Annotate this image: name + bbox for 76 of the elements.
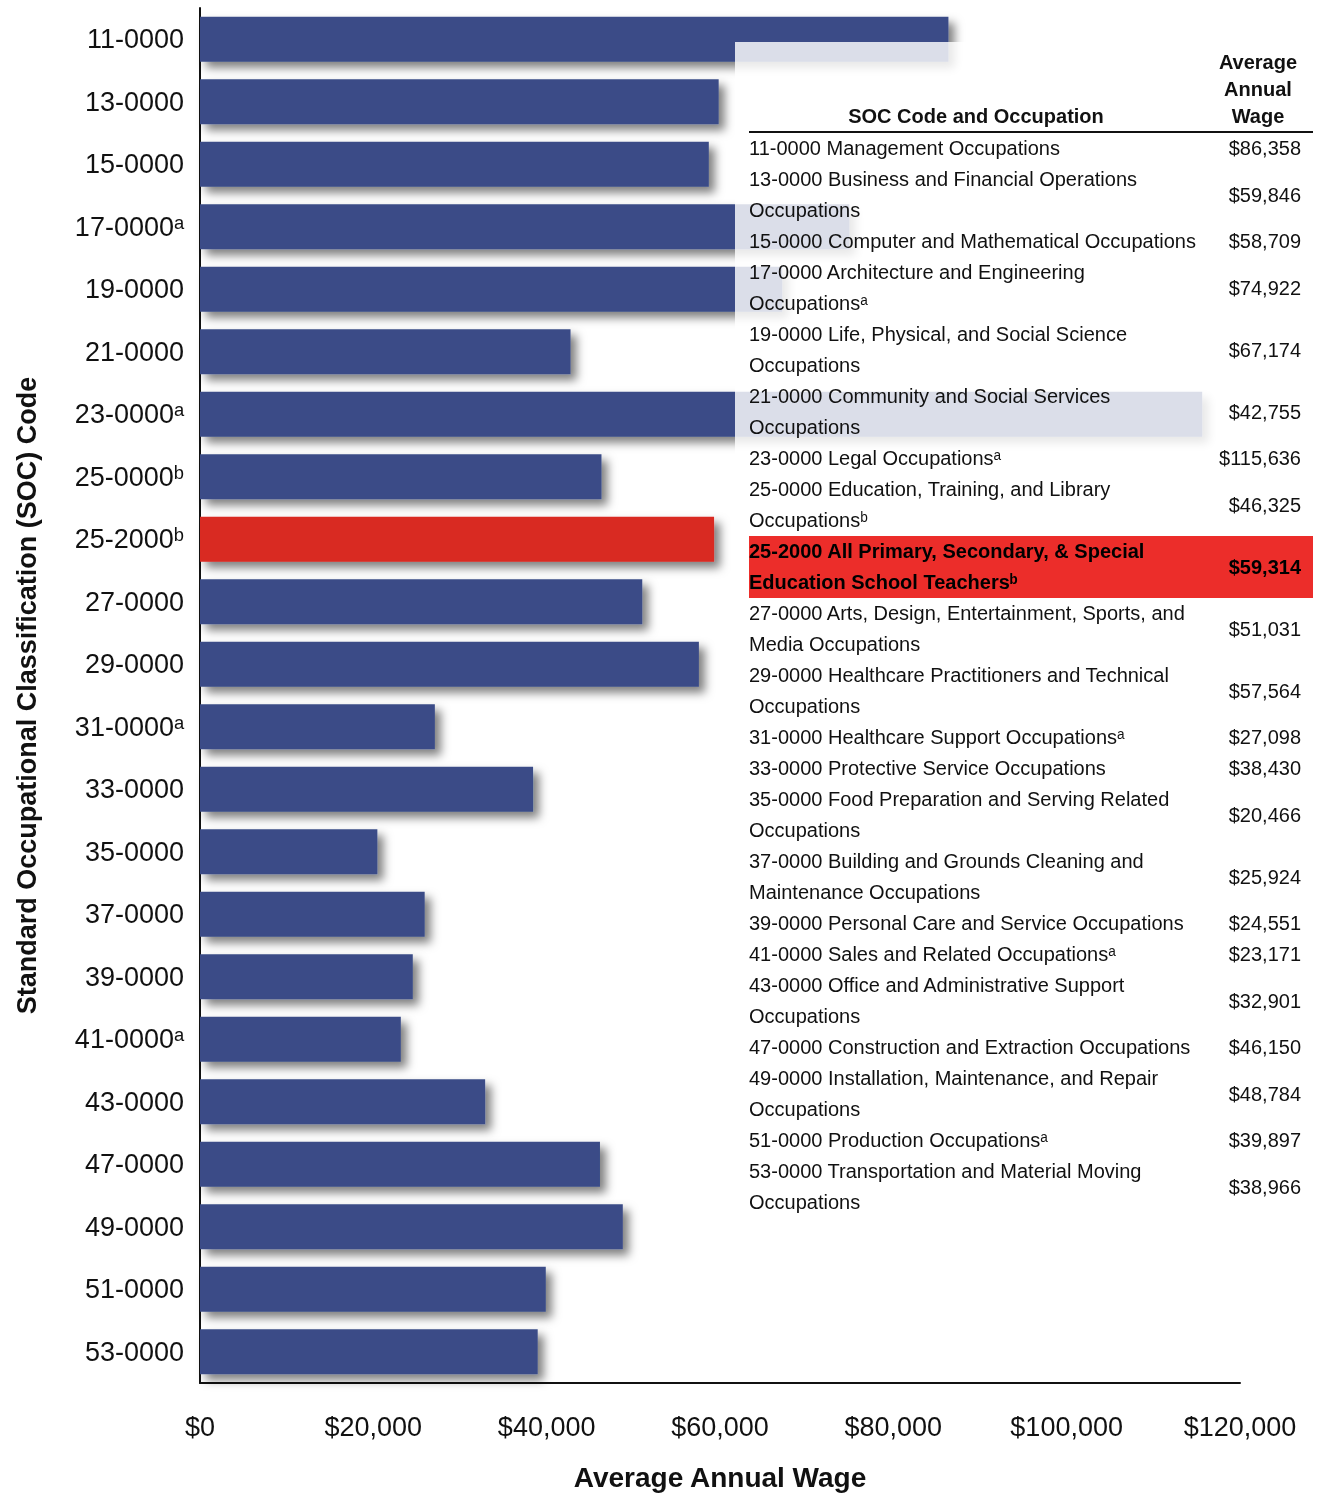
y-axis-title: Standard Occupational Classification (SOC) Code (11, 376, 42, 1015)
y-tick-label: 41-0000ᵃ (74, 1024, 185, 1055)
category-label: 31-0000 Healthcare Support Occupationsᵃ (749, 725, 1126, 750)
annotation: Average Annual Wage (1203, 48, 1313, 132)
text: $57,564 (1228, 679, 1301, 702)
x-tick-label: $120,000 (1183, 1411, 1297, 1442)
category-label: 25-0000 Education, Training, and Library Occupationsᵇ (749, 477, 1112, 533)
y-tick-label: 37-0000 (84, 899, 184, 930)
category-label: 43-0000 Office and Administrative Support Occupations (749, 973, 1126, 1029)
category-label: 19-0000 Life, Physical, and Social Science Occupations (749, 322, 1128, 378)
x-axis-title: Average Annual Wage (573, 1461, 867, 1493)
x-tick-label: $80,000 (844, 1411, 943, 1442)
category-label: 53-0000 Transportation and Material Moving Occupations (749, 1159, 1143, 1215)
text: $46,150 (1228, 1036, 1301, 1058)
y-tick-label: 13-0000 (84, 86, 184, 117)
y-tick-label: 33-0000 (84, 774, 184, 805)
category-label: 21-0000 Community and Social Services Occupations (749, 384, 1112, 440)
text: $20,466 (1228, 803, 1301, 826)
text: $115,636 (1219, 447, 1301, 469)
text: $42,755 (1228, 400, 1301, 423)
y-tick-label: 35-0000 (84, 836, 184, 867)
category-label: 25-2000 All Primary, Secondary, & Special Education School Teachersᵇ (749, 539, 1146, 595)
category-label: 39-0000 Personal Care and Service Occupations (749, 911, 1185, 936)
x-tick-label: $100,000 (1010, 1411, 1123, 1442)
text: $74,922 (1228, 276, 1301, 299)
category-label: 27-0000 Arts, Design, Entertainment, Sports, and Media Occupations (749, 601, 1186, 657)
text: $38,430 (1228, 757, 1301, 779)
y-tick-label: 25-0000ᵇ (74, 461, 184, 492)
y-tick-label: 27-0000 (84, 586, 184, 617)
y-tick-label: 11-0000 (86, 24, 184, 55)
y-tick-label: 31-0000ᵃ (74, 711, 185, 742)
y-tick-label: 39-0000 (84, 961, 184, 992)
category-label: 15-0000 Computer and Mathematical Occupations (749, 229, 1197, 254)
text: $39,897 (1228, 1129, 1301, 1151)
category-label: 51-0000 Production Occupationsᵃ (749, 1128, 1049, 1153)
y-tick-label: 23-0000ᵃ (74, 399, 185, 430)
text: $27,098 (1228, 726, 1301, 748)
text: $86,358 (1228, 137, 1301, 159)
category-label: 37-0000 Building and Grounds Cleaning and Maintenance Occupations (749, 849, 1145, 905)
category-label: 11-0000 Management Occupations (749, 136, 1061, 161)
text: $67,174 (1228, 338, 1301, 361)
category-label: 49-0000 Installation, Maintenance, and Repair Occupations (749, 1066, 1160, 1122)
text: $58,709 (1228, 230, 1301, 252)
text: $23,171 (1228, 943, 1301, 965)
text: $46,325 (1228, 493, 1301, 516)
category-label: 41-0000 Sales and Related Occupationsᵃ (749, 942, 1117, 967)
x-tick-label: $20,000 (324, 1411, 423, 1442)
x-tick-label: $0 (184, 1411, 216, 1442)
category-label: 33-0000 Protective Service Occupations (749, 756, 1107, 781)
y-tick-label: 17-0000ᵃ (74, 211, 185, 242)
y-tick-label: 29-0000 (84, 649, 184, 680)
y-tick-label: 19-0000 (84, 274, 184, 305)
y-tick-label: 15-0000 (84, 149, 184, 180)
y-tick-label: 25-2000ᵇ (74, 524, 184, 555)
annotation: SOC Code and Occupation (749, 48, 1203, 132)
x-tick-label: $40,000 (497, 1411, 596, 1442)
category-label: 35-0000 Food Preparation and Serving Related Occupations (749, 787, 1171, 843)
y-tick-label: 49-0000 (84, 1211, 184, 1242)
text: $38,966 (1228, 1175, 1301, 1198)
text: $24,551 (1228, 912, 1301, 934)
category-label: 29-0000 Healthcare Practitioners and Technical Occupations (749, 663, 1170, 719)
category-label: 47-0000 Construction and Extraction Occupations (749, 1035, 1192, 1060)
x-tick-label: $60,000 (671, 1411, 769, 1442)
text: $25,924 (1228, 865, 1301, 888)
y-tick-label: 21-0000 (84, 336, 184, 367)
text: $32,901 (1228, 989, 1301, 1012)
category-label: 23-0000 Legal Occupationsᵃ (749, 446, 1003, 471)
y-tick-label: 51-0000 (84, 1274, 184, 1305)
text: $48,784 (1228, 1082, 1301, 1105)
y-tick-label: 53-0000 (84, 1336, 184, 1367)
category-label: 13-0000 Business and Financial Operations Occupations (749, 167, 1139, 223)
category-label: 17-0000 Architecture and Engineering Occupationsᵃ (749, 260, 1086, 316)
y-tick-label: 47-0000 (84, 1149, 184, 1180)
y-tick-label: 43-0000 (84, 1086, 184, 1117)
text: $51,031 (1228, 617, 1301, 640)
text: $59,846 (1228, 183, 1301, 206)
